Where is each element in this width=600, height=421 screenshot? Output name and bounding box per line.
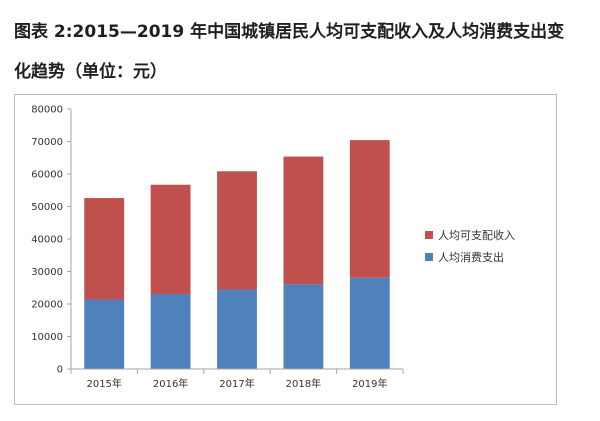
y-tick-label: 20000 (31, 300, 63, 311)
x-tick-label: 2016年 (153, 377, 188, 390)
y-tick-label: 30000 (31, 267, 63, 278)
x-tick-label: 2015年 (86, 377, 121, 390)
y-tick-label: 40000 (31, 235, 63, 246)
bar-income-3 (217, 171, 257, 290)
x-tick-label: 2018年 (286, 377, 321, 390)
y-tick-label: 10000 (31, 332, 63, 343)
bar-income-5 (349, 140, 390, 278)
chart-title: 图表 2:2015—2019 年中国城镇居民人均可支配收入及人均消费支出变化趋势… (14, 22, 565, 82)
bar-income-2 (150, 184, 191, 294)
legend-swatch (425, 253, 433, 261)
bar-consumption-1 (84, 299, 125, 369)
x-axis: 2015年 2016年 2017年 2018年 2019年 (70, 368, 404, 390)
bar-series (84, 140, 390, 369)
x-tick-label: 2017年 (219, 377, 254, 390)
bar-consumption-2 (150, 293, 191, 369)
y-tick-label: 50000 (31, 202, 63, 213)
y-tick-label: 60000 (31, 170, 63, 181)
stacked-bar-chart: 0 10000 20000 30000 40000 50000 60000 70000 8000… (31, 105, 515, 391)
legend-swatch (425, 231, 433, 239)
bar-consumption-5 (349, 277, 390, 369)
y-tick-label: 70000 (31, 137, 63, 148)
bar-income-1 (84, 198, 125, 300)
y-tick-label: 80000 (31, 105, 63, 116)
chart-area: 0 10000 20000 30000 40000 50000 60000 70000 8000… (14, 94, 557, 405)
bar-income-4 (283, 156, 324, 285)
legend-label: 人均消费支出 (438, 250, 504, 264)
y-tick-label: 0 (57, 365, 63, 376)
legend-label: 人均可支配收入 (438, 228, 515, 242)
x-tick-label: 2019年 (352, 377, 387, 390)
bar-consumption-4 (283, 284, 324, 369)
y-axis: 0 10000 20000 30000 40000 50000 60000 70000 8000… (31, 105, 72, 376)
bar-consumption-3 (217, 289, 257, 369)
